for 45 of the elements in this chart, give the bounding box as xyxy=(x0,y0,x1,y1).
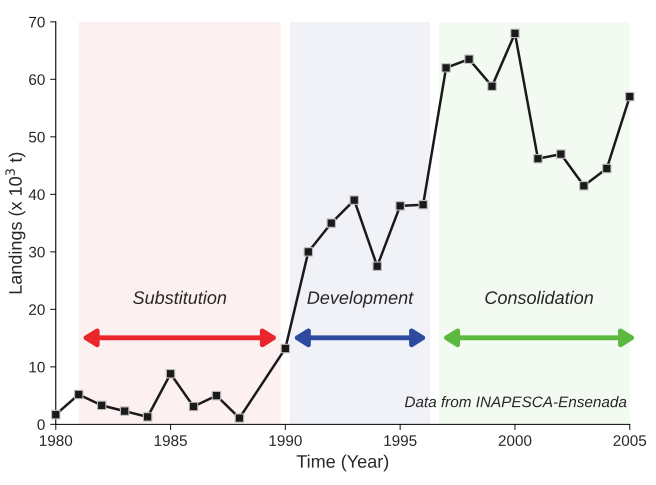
point xyxy=(304,247,314,257)
y-axis-title: Landings (x 10$^{3}$ t) xyxy=(5,152,26,294)
y-tick-label: 20 xyxy=(29,304,45,316)
point xyxy=(533,154,543,164)
x-tick-label: 2005 xyxy=(614,435,646,446)
point xyxy=(487,82,497,91)
y-tick-label: 60 xyxy=(29,74,45,86)
point xyxy=(625,92,634,102)
point xyxy=(395,201,405,211)
point xyxy=(326,218,336,228)
point xyxy=(96,400,106,410)
point xyxy=(441,63,451,73)
point xyxy=(350,195,359,205)
point xyxy=(510,28,520,38)
point xyxy=(602,164,612,174)
point xyxy=(188,402,198,412)
band-label: Consolidation xyxy=(485,290,593,304)
x-tick-label: 1990 xyxy=(270,435,302,446)
point xyxy=(120,406,130,416)
point xyxy=(74,390,84,400)
x-tick-label: 1985 xyxy=(154,435,187,446)
y-tick-label: 40 xyxy=(28,189,45,200)
point xyxy=(556,149,566,159)
band-label: Substitution xyxy=(133,290,226,304)
point xyxy=(212,390,222,400)
point xyxy=(280,344,290,354)
annotation: Data from INAPESCA-Ensenada xyxy=(404,396,626,408)
point xyxy=(464,54,474,64)
x-axis-title: Time (Year) xyxy=(296,454,388,472)
point xyxy=(166,369,176,378)
band-label: Development xyxy=(307,290,414,308)
x-tick-label: 1995 xyxy=(384,435,417,446)
y-tick-label: 0 xyxy=(37,419,45,430)
y-tick-label: 10 xyxy=(30,362,45,373)
x-tick-label: 1980 xyxy=(40,435,72,446)
point xyxy=(234,413,244,423)
point xyxy=(372,262,382,271)
point xyxy=(51,410,60,420)
y-tick-label: 70 xyxy=(29,16,45,28)
point xyxy=(142,412,152,422)
x-tick-label: 2000 xyxy=(498,435,532,446)
y-tick-label: 50 xyxy=(28,132,45,143)
point xyxy=(418,200,428,210)
point xyxy=(579,181,589,190)
y-tick-label: 30 xyxy=(28,246,45,258)
